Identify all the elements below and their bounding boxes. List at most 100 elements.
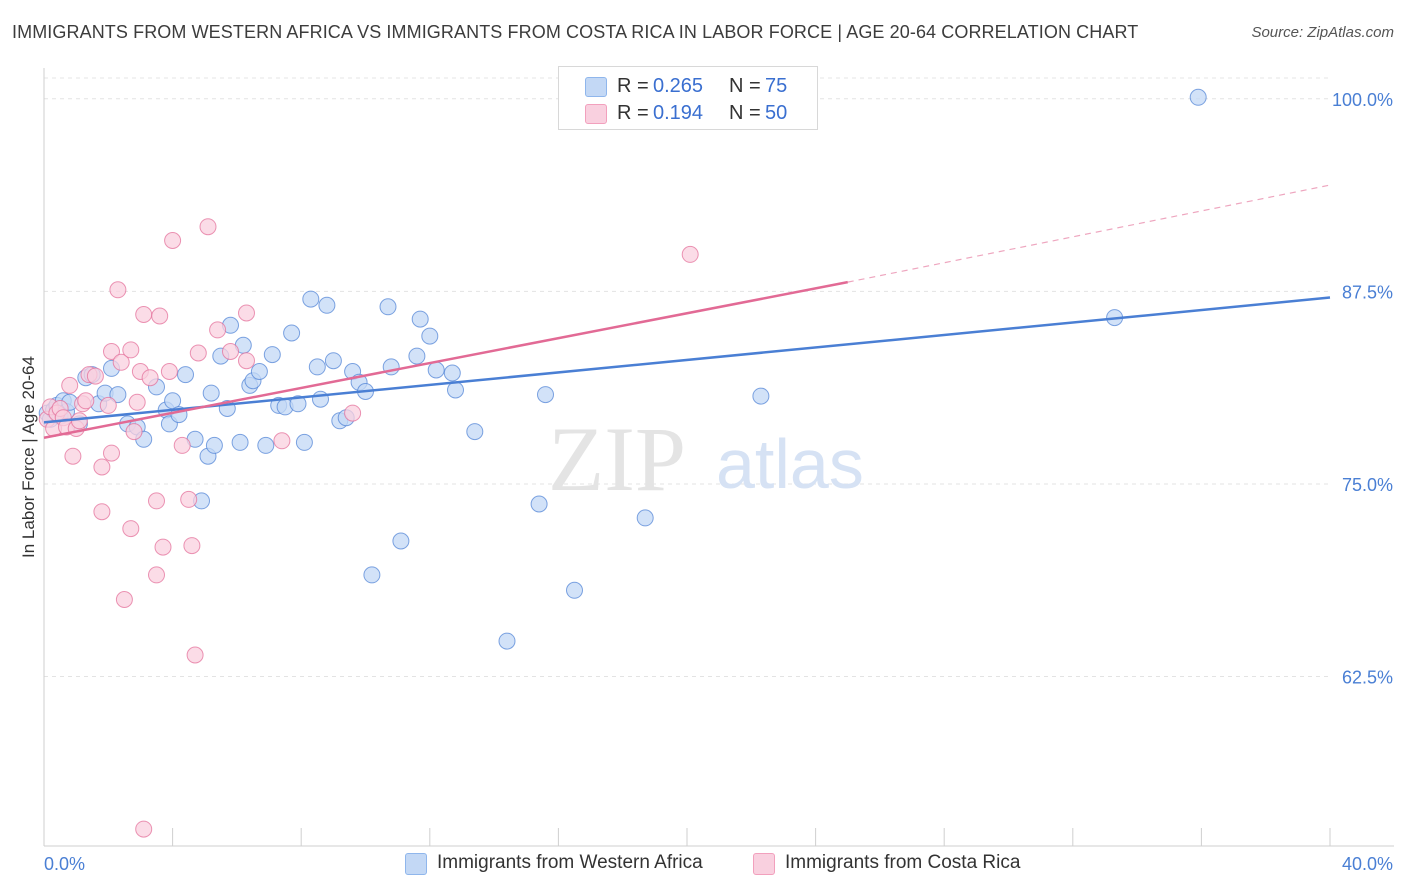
data-point xyxy=(186,646,204,664)
legend-r-label: R = xyxy=(617,75,649,97)
data-point xyxy=(135,820,153,838)
data-point xyxy=(222,343,239,360)
trend-line-1 xyxy=(43,280,848,439)
data-point xyxy=(466,423,484,441)
data-point xyxy=(103,343,120,360)
data-point xyxy=(411,310,429,328)
data-point xyxy=(180,490,198,508)
data-point xyxy=(344,404,362,422)
data-point xyxy=(70,412,88,430)
legend-r-value: 0.194 xyxy=(653,102,704,124)
data-point xyxy=(263,346,281,364)
data-point xyxy=(61,376,79,394)
data-point xyxy=(636,509,654,527)
legend-n-value: 75 xyxy=(765,75,788,97)
data-point xyxy=(148,566,165,584)
data-point xyxy=(421,327,439,345)
data-point xyxy=(86,367,104,385)
data-point xyxy=(209,321,227,339)
data-point xyxy=(537,386,554,404)
data-point xyxy=(183,537,201,555)
x-tick-label: 40.0% xyxy=(1342,854,1393,874)
axes xyxy=(43,68,1394,847)
series-costa-rica-points xyxy=(38,218,699,838)
axis-labels: 62.5% 75.0% 87.5% 100.0% 0.0% 40.0% In Labor F… xyxy=(19,90,1393,874)
data-point xyxy=(498,632,516,650)
data-point xyxy=(160,363,178,380)
legend-n-label: N = xyxy=(729,75,761,97)
data-point xyxy=(141,369,159,387)
data-point xyxy=(154,538,172,556)
y-tick-label: 62.5% xyxy=(1342,668,1393,688)
chart-title: IMMIGRANTS FROM WESTERN AFRICA VS IMMIGR… xyxy=(12,22,1139,42)
data-point xyxy=(447,381,464,399)
data-point xyxy=(64,447,82,465)
data-point xyxy=(530,495,548,513)
watermark: ZIP atlas xyxy=(548,408,864,510)
bottom-legend-label: Immigrants from Costa Rica xyxy=(785,852,1021,873)
data-point xyxy=(379,298,397,316)
grid-lines xyxy=(44,77,1330,678)
data-point xyxy=(289,395,307,413)
data-point xyxy=(109,281,127,299)
y-tick-label: 75.0% xyxy=(1342,475,1393,495)
data-point xyxy=(443,364,461,382)
legend-swatch-western-africa xyxy=(585,77,607,97)
data-point xyxy=(283,324,301,342)
data-point xyxy=(128,393,146,411)
trend-lines xyxy=(43,184,1331,439)
data-point xyxy=(202,384,220,402)
bottom-legend-label: Immigrants from Western Africa xyxy=(437,852,703,873)
data-point xyxy=(231,433,249,451)
data-point xyxy=(125,423,143,441)
data-point xyxy=(164,232,182,249)
data-point xyxy=(257,436,275,454)
data-point xyxy=(295,433,313,451)
data-point xyxy=(427,361,445,379)
data-point xyxy=(189,344,207,362)
data-point xyxy=(112,353,130,371)
data-point xyxy=(1189,88,1207,106)
data-point xyxy=(173,436,191,454)
data-point xyxy=(363,566,381,584)
data-point xyxy=(205,436,223,454)
data-point xyxy=(99,396,117,414)
data-point xyxy=(103,444,120,462)
source-label: Source: ZipAtlas.com xyxy=(1251,24,1394,41)
x-tick-label: 0.0% xyxy=(44,854,85,874)
data-point xyxy=(392,532,410,550)
legend: R = 0.265 N = 75 R = 0.194 N = 50 xyxy=(558,66,818,130)
data-point xyxy=(177,366,194,384)
data-point xyxy=(93,458,111,476)
data-point xyxy=(93,503,111,521)
data-point xyxy=(199,218,217,236)
data-point xyxy=(408,347,426,365)
data-point xyxy=(77,392,95,410)
data-point xyxy=(273,432,291,450)
data-point xyxy=(681,245,699,263)
data-point xyxy=(122,341,140,359)
trend-line-extension-1 xyxy=(847,184,1331,283)
y-tick-label: 87.5% xyxy=(1342,282,1393,302)
y-tick-label: 100.0% xyxy=(1332,90,1393,110)
data-point xyxy=(122,520,140,538)
data-point xyxy=(308,358,326,376)
data-point xyxy=(302,290,320,308)
data-point xyxy=(324,352,342,370)
data-point xyxy=(135,306,153,323)
data-point xyxy=(238,304,255,322)
legend-r-label: R = xyxy=(617,102,649,124)
trend-line-0 xyxy=(43,296,1331,424)
bottom-legend-swatch xyxy=(405,853,427,875)
bottom-legend-swatch xyxy=(753,853,775,875)
legend-r-value: 0.265 xyxy=(653,75,704,97)
series-western-africa-points xyxy=(38,85,1207,650)
data-point xyxy=(151,307,169,325)
data-point xyxy=(312,390,329,408)
watermark-atlas: atlas xyxy=(716,425,864,503)
legend-n-label: N = xyxy=(729,102,761,124)
data-point xyxy=(318,296,336,314)
data-point xyxy=(566,581,583,599)
data-point xyxy=(109,386,127,404)
